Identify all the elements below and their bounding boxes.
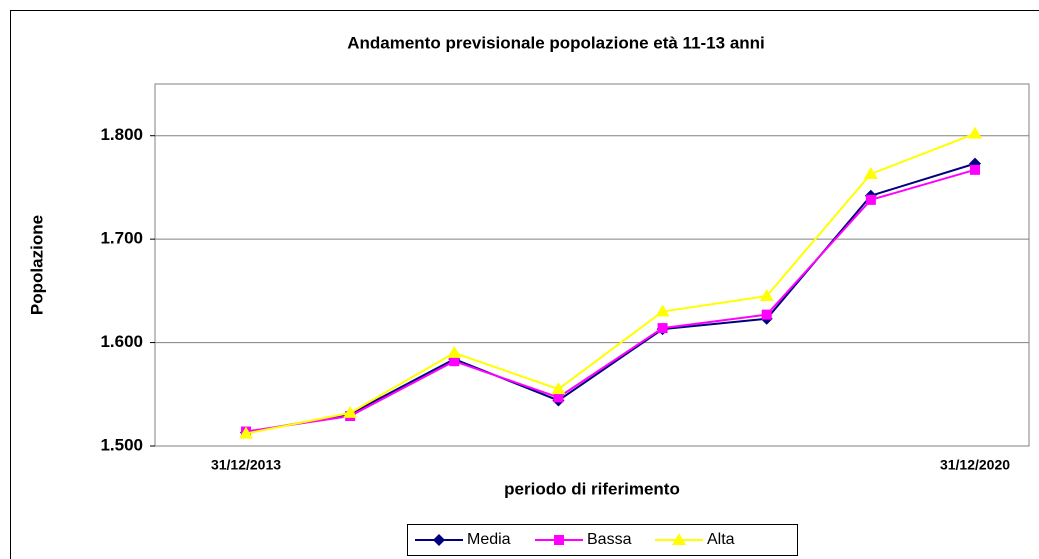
data-point — [759, 289, 774, 302]
chart-title: Andamento previsionale popolazione età 1… — [347, 33, 765, 52]
x-axis-label: periodo di riferimento — [504, 479, 680, 498]
legend-marker — [672, 533, 686, 545]
data-point — [655, 304, 670, 317]
data-point — [968, 126, 982, 139]
series-line — [245, 168, 976, 433]
x-tick-label: 31/12/2020 — [940, 457, 1010, 473]
legend-label: Alta — [707, 531, 735, 548]
legend-label: Media — [467, 531, 511, 548]
data-point — [970, 164, 980, 175]
data-point — [865, 194, 876, 205]
data-point — [761, 309, 772, 320]
legend-marker — [433, 534, 445, 546]
data-point — [657, 323, 668, 334]
data-point — [551, 382, 566, 395]
y-tick-label: 1.600 — [100, 332, 143, 351]
y-tick-label: 1.800 — [100, 125, 143, 144]
x-tick-label: 31/12/2013 — [211, 457, 281, 473]
legend-marker — [554, 535, 564, 545]
data-point — [447, 345, 462, 358]
legend-label: Bassa — [587, 531, 632, 548]
data-point — [239, 426, 253, 439]
plot-area — [154, 83, 1030, 447]
series-line — [245, 162, 976, 434]
y-tick-label: 1.500 — [100, 435, 143, 454]
data-point — [863, 166, 878, 179]
data-point — [343, 405, 358, 418]
legend — [407, 524, 798, 556]
y-tick-label: 1.700 — [100, 229, 143, 248]
series-line — [245, 132, 976, 435]
data-point — [449, 356, 460, 367]
y-axis-label: Popolazione — [27, 215, 46, 315]
data-point — [553, 392, 564, 403]
